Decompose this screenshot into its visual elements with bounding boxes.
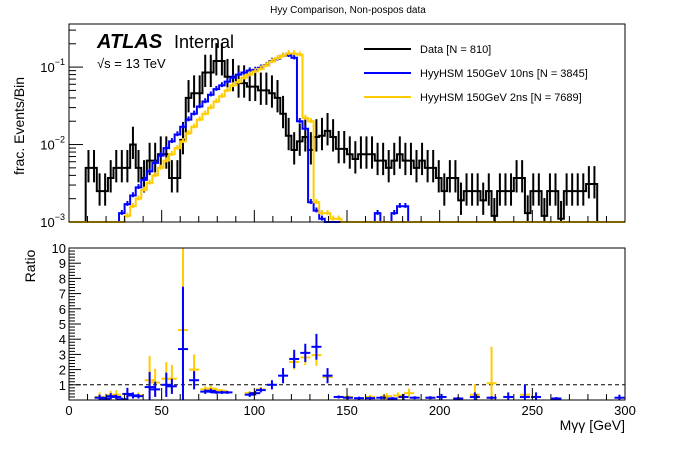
upper-y-axis-label: frac. Events/Bin [11,77,27,175]
atlas-label: ATLAS [96,31,163,53]
y-tick-label: 10−3 [40,212,65,230]
x-tick-label: 200 [429,403,451,418]
ratio-y-tick-label: 5 [59,317,66,332]
y-tick-exponent: −1 [55,57,65,67]
ratio-y-tick-label: 10 [52,241,66,256]
ratio-y-tick-label: 6 [59,302,66,317]
ratio-y-axis-label: Ratio [22,249,38,282]
x-tick-label: 300 [614,403,636,418]
ratio-y-tick-label: 9 [59,256,66,271]
y-tick-label: 10−1 [40,57,65,75]
y-tick-exponent: −3 [55,212,65,222]
series-line-0 [69,59,625,223]
ratio-y-tick-label: 8 [59,271,66,286]
ratio-y-tick-label: 2 [59,363,66,378]
ratio-y-tick-label: 3 [59,347,66,362]
y-tick-label: 10−2 [40,135,65,153]
series-line-2 [69,52,625,223]
x-tick-label: 100 [243,403,265,418]
x-axis-label: Mγγ [GeV] [560,417,625,433]
upper-panel: 10−3 10−2 10−1 [40,23,626,230]
x-tick-label: 50 [154,403,168,418]
y-tick-exponent: −2 [55,135,65,145]
chart-title: Hyy Comparison, Non-pospos data [270,5,426,16]
x-tick-label: 0 [65,403,72,418]
ratio-y-tick-label: 7 [59,287,66,302]
status-label: Internal [174,32,234,52]
x-tick-label: 250 [521,403,543,418]
legend: Data [N = 810] HyyHSM 150GeV 10ns [N = 38… [364,44,588,104]
x-tick-label: 150 [336,403,358,418]
legend-entry-1: HyyHSM 150GeV 10ns [N = 3845] [420,68,588,80]
legend-entry-2: HyyHSM 150GeV 2ns [N = 7689] [420,92,582,104]
legend-entry-0: Data [N = 810] [420,44,491,56]
ratio-y-tick-label: 4 [59,332,66,347]
ratio-frame [68,247,626,401]
ratio-y-tick-label: 1 [59,378,66,393]
energy-label: √s = 13 TeV [97,56,166,71]
